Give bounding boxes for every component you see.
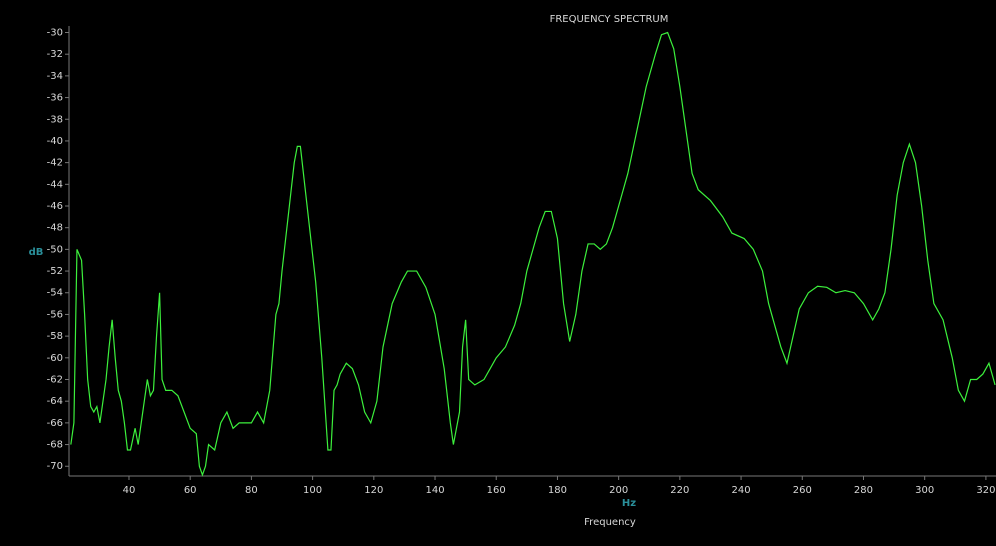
y-tick-label: -48 [47, 223, 63, 234]
y-tick-label: -64 [47, 396, 63, 407]
y-tick-label: -42 [47, 158, 63, 169]
x-tick-label: 160 [487, 485, 506, 496]
x-tick-label: 60 [184, 485, 197, 496]
x-tick-label: 220 [670, 485, 689, 496]
x-tick-label: 260 [793, 485, 812, 496]
y-tick-label: -38 [47, 114, 63, 125]
y-tick-label: -40 [47, 136, 63, 147]
y-tick-label: -62 [47, 374, 63, 385]
y-tick-label: -44 [47, 179, 63, 190]
y-tick-label: -66 [47, 418, 63, 429]
y-tick-label: -68 [47, 440, 63, 451]
y-tick-label: -32 [47, 49, 63, 60]
y-tick-label: -30 [47, 28, 63, 39]
x-tick-label: 100 [303, 485, 322, 496]
y-tick-label: -70 [47, 461, 63, 472]
spectrum-line [70, 31, 996, 477]
x-tick-label: 240 [732, 485, 751, 496]
y-tick-label: -54 [47, 288, 63, 299]
y-tick-label: -60 [47, 353, 63, 364]
x-axis-unit: Hz [622, 498, 636, 509]
y-tick-label: -58 [47, 331, 63, 342]
x-tick-label: 320 [976, 485, 995, 496]
chart-title: FREQUENCY SPECTRUM [550, 14, 669, 25]
x-tick-label: 180 [548, 485, 567, 496]
y-tick-label: -50 [47, 244, 63, 255]
y-tick-label: -46 [47, 201, 63, 212]
y-tick-label: -52 [47, 266, 63, 277]
x-tick-label: 120 [364, 485, 383, 496]
x-tick-label: 300 [915, 485, 934, 496]
y-axis-unit: dB [29, 247, 44, 258]
y-tick-label: -34 [47, 71, 63, 82]
x-tick-label: 280 [854, 485, 873, 496]
y-tick-label: -56 [47, 309, 63, 320]
y-tick-label: -36 [47, 93, 63, 104]
x-tick-label: 80 [245, 485, 258, 496]
x-tick-label: 200 [609, 485, 628, 496]
x-tick-label: 40 [123, 485, 136, 496]
x-tick-label: 140 [425, 485, 444, 496]
x-axis-title: Frequency [584, 517, 636, 528]
